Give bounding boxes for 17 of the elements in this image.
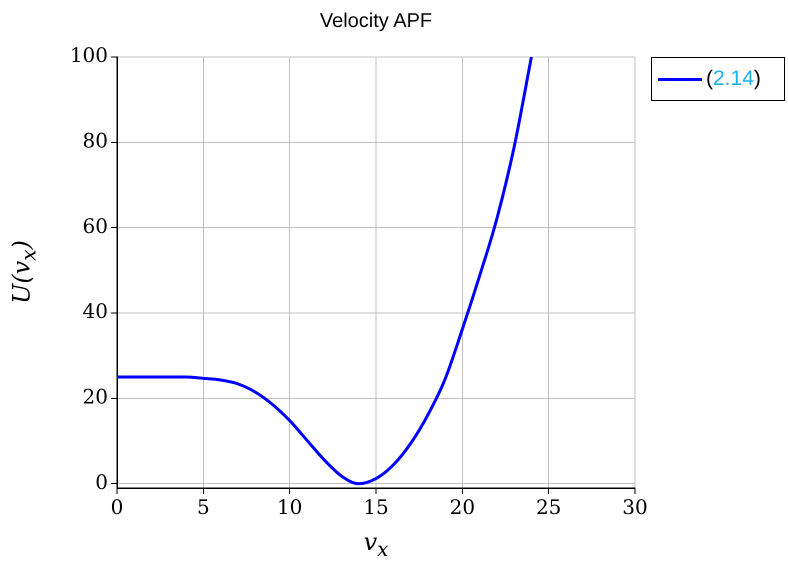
x-tick-label: 5 — [196, 495, 210, 520]
y-tick-label: 40 — [82, 299, 108, 324]
legend-label: (2.14) — [706, 67, 761, 91]
x-tick-label: 0 — [110, 495, 124, 520]
y-tick-label: 0 — [95, 470, 108, 494]
chart-title: Velocity APF — [318, 10, 434, 33]
y-tick-label: 20 — [82, 384, 108, 409]
x-tick-label: 15 — [363, 495, 389, 520]
line-series — [117, 57, 533, 486]
y-tick-label: 100 — [70, 43, 108, 68]
y-tick-label: 60 — [82, 214, 108, 238]
y-tick-label: 80 — [82, 128, 108, 153]
x-tick-label: 30 — [622, 495, 648, 520]
x-tick-label: 20 — [450, 495, 476, 520]
x-tick-label: 10 — [276, 495, 302, 520]
x-tick-label: 25 — [536, 495, 562, 520]
x-axis-title: v$_{x}$ — [362, 528, 390, 561]
